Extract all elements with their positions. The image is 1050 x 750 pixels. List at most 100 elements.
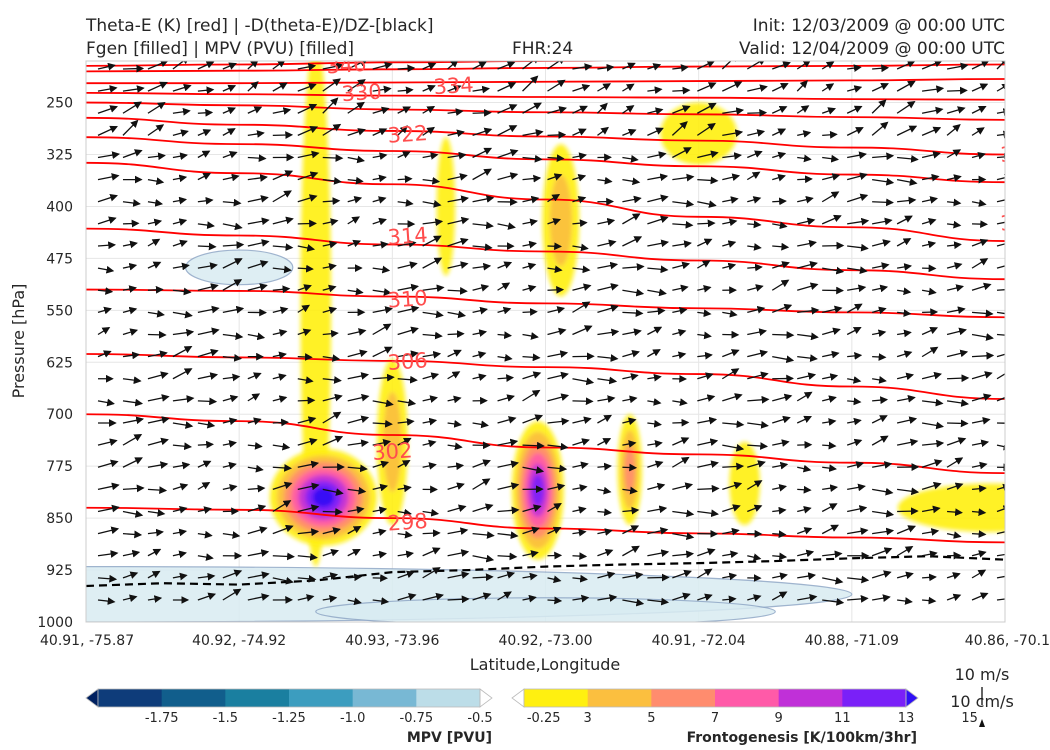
wind-vector (547, 131, 567, 139)
dthetae-dz-contour-layer (86, 555, 1005, 588)
wind-vector (322, 197, 341, 205)
wind-vector (447, 108, 464, 116)
wind-vector (272, 285, 291, 294)
wind-vector (472, 351, 487, 359)
wind-vector (147, 437, 169, 446)
wind-vector (497, 571, 516, 579)
wind-vector (272, 131, 294, 139)
wind-vector (996, 527, 1005, 536)
wind-vector (197, 440, 214, 449)
wind-vector (422, 218, 444, 227)
wind-vector (222, 151, 238, 159)
wind-vector (896, 215, 913, 225)
wind-vector (547, 265, 563, 274)
wind-vector (322, 306, 338, 315)
wind-vector (522, 240, 537, 249)
wind-vector (896, 125, 918, 136)
wind-vector (397, 199, 414, 207)
y-tick-label: 325 (46, 148, 73, 164)
wind-vector (572, 152, 587, 161)
wind-vector (497, 394, 515, 402)
wind-vector (797, 549, 815, 558)
wind-vector (647, 107, 664, 115)
wind-vector (472, 243, 493, 252)
wind-vector (147, 416, 170, 424)
wind-vector (747, 284, 764, 292)
wind-vector (872, 217, 893, 226)
wind-vector (921, 505, 941, 514)
wind-vector (297, 150, 320, 159)
theta-e-contour-label: 310 (387, 286, 429, 313)
wind-vector (197, 150, 211, 159)
wind-vector (347, 573, 362, 582)
wind-vector (397, 240, 417, 248)
colorbar-extend-min (511, 688, 525, 708)
wind-vector (946, 149, 962, 159)
wind-vector (971, 461, 988, 470)
wind-vector (797, 593, 818, 602)
wind-vector (797, 306, 820, 315)
wind-vector (197, 108, 214, 117)
wind-vector (672, 592, 691, 601)
wind-vector (322, 507, 343, 516)
wind-vector (572, 506, 587, 514)
wind-vector (547, 306, 566, 314)
wind-vector (497, 261, 513, 269)
colorbar-tick-label: 9 (775, 711, 783, 726)
wind-vector (297, 103, 318, 114)
wind-vector (372, 106, 390, 115)
wind-vector (297, 376, 314, 384)
wind-vector (372, 483, 389, 492)
frontogenesis-blob (436, 137, 456, 276)
wind-vector (696, 568, 713, 579)
wind-vector (347, 486, 367, 495)
wind-vector (896, 525, 917, 535)
wind-vector (597, 414, 613, 424)
wind-vector (372, 506, 388, 515)
wind-vector (122, 549, 141, 558)
wind-vector (222, 173, 240, 182)
wind-vector (172, 421, 194, 429)
wind-vector (122, 457, 143, 468)
wind-vector (247, 417, 262, 425)
wind-vector (622, 525, 640, 535)
wind-vector (372, 373, 395, 382)
x-tick-label: 40.91, -72.04 (652, 633, 746, 649)
wind-vector (872, 64, 890, 73)
wind-vector (197, 221, 215, 229)
theta-e-contour-label: 306 (387, 348, 429, 375)
wind-vector (422, 152, 439, 160)
wind-vector (222, 332, 244, 341)
wind-vector (447, 349, 462, 358)
wind-vector (297, 482, 320, 491)
frontogenesis-blob (511, 421, 564, 560)
wind-vector (372, 128, 388, 136)
wind-vector (572, 528, 587, 537)
wind-vector (247, 464, 264, 473)
wind-vector (172, 196, 188, 205)
wind-vector (747, 129, 766, 137)
wind-vector (946, 572, 961, 580)
colorbar-tick-label: -0.75 (400, 711, 434, 726)
wind-vector (372, 346, 393, 358)
wind-vector (147, 528, 164, 537)
wind-vector (372, 419, 393, 428)
wind-vector (822, 441, 837, 450)
wind-vector (822, 130, 838, 139)
wind-vector (722, 481, 743, 490)
wind-vector (672, 173, 695, 182)
colorbar-segment (715, 689, 780, 707)
wind-vector (572, 594, 590, 603)
x-tick-label: 40.93, -73.96 (345, 633, 439, 649)
x-axis-label: Latitude,Longitude (470, 655, 621, 674)
wind-vector (497, 353, 513, 362)
wind-vector (622, 236, 643, 247)
wind-vector (796, 391, 813, 402)
wind-vector (372, 439, 392, 447)
wind-vector (122, 101, 142, 114)
wind-vector (222, 569, 243, 579)
wind-vector (197, 196, 214, 205)
wind-vector (547, 371, 569, 380)
colorbar-segment (651, 689, 716, 707)
wind-vector (197, 553, 214, 561)
